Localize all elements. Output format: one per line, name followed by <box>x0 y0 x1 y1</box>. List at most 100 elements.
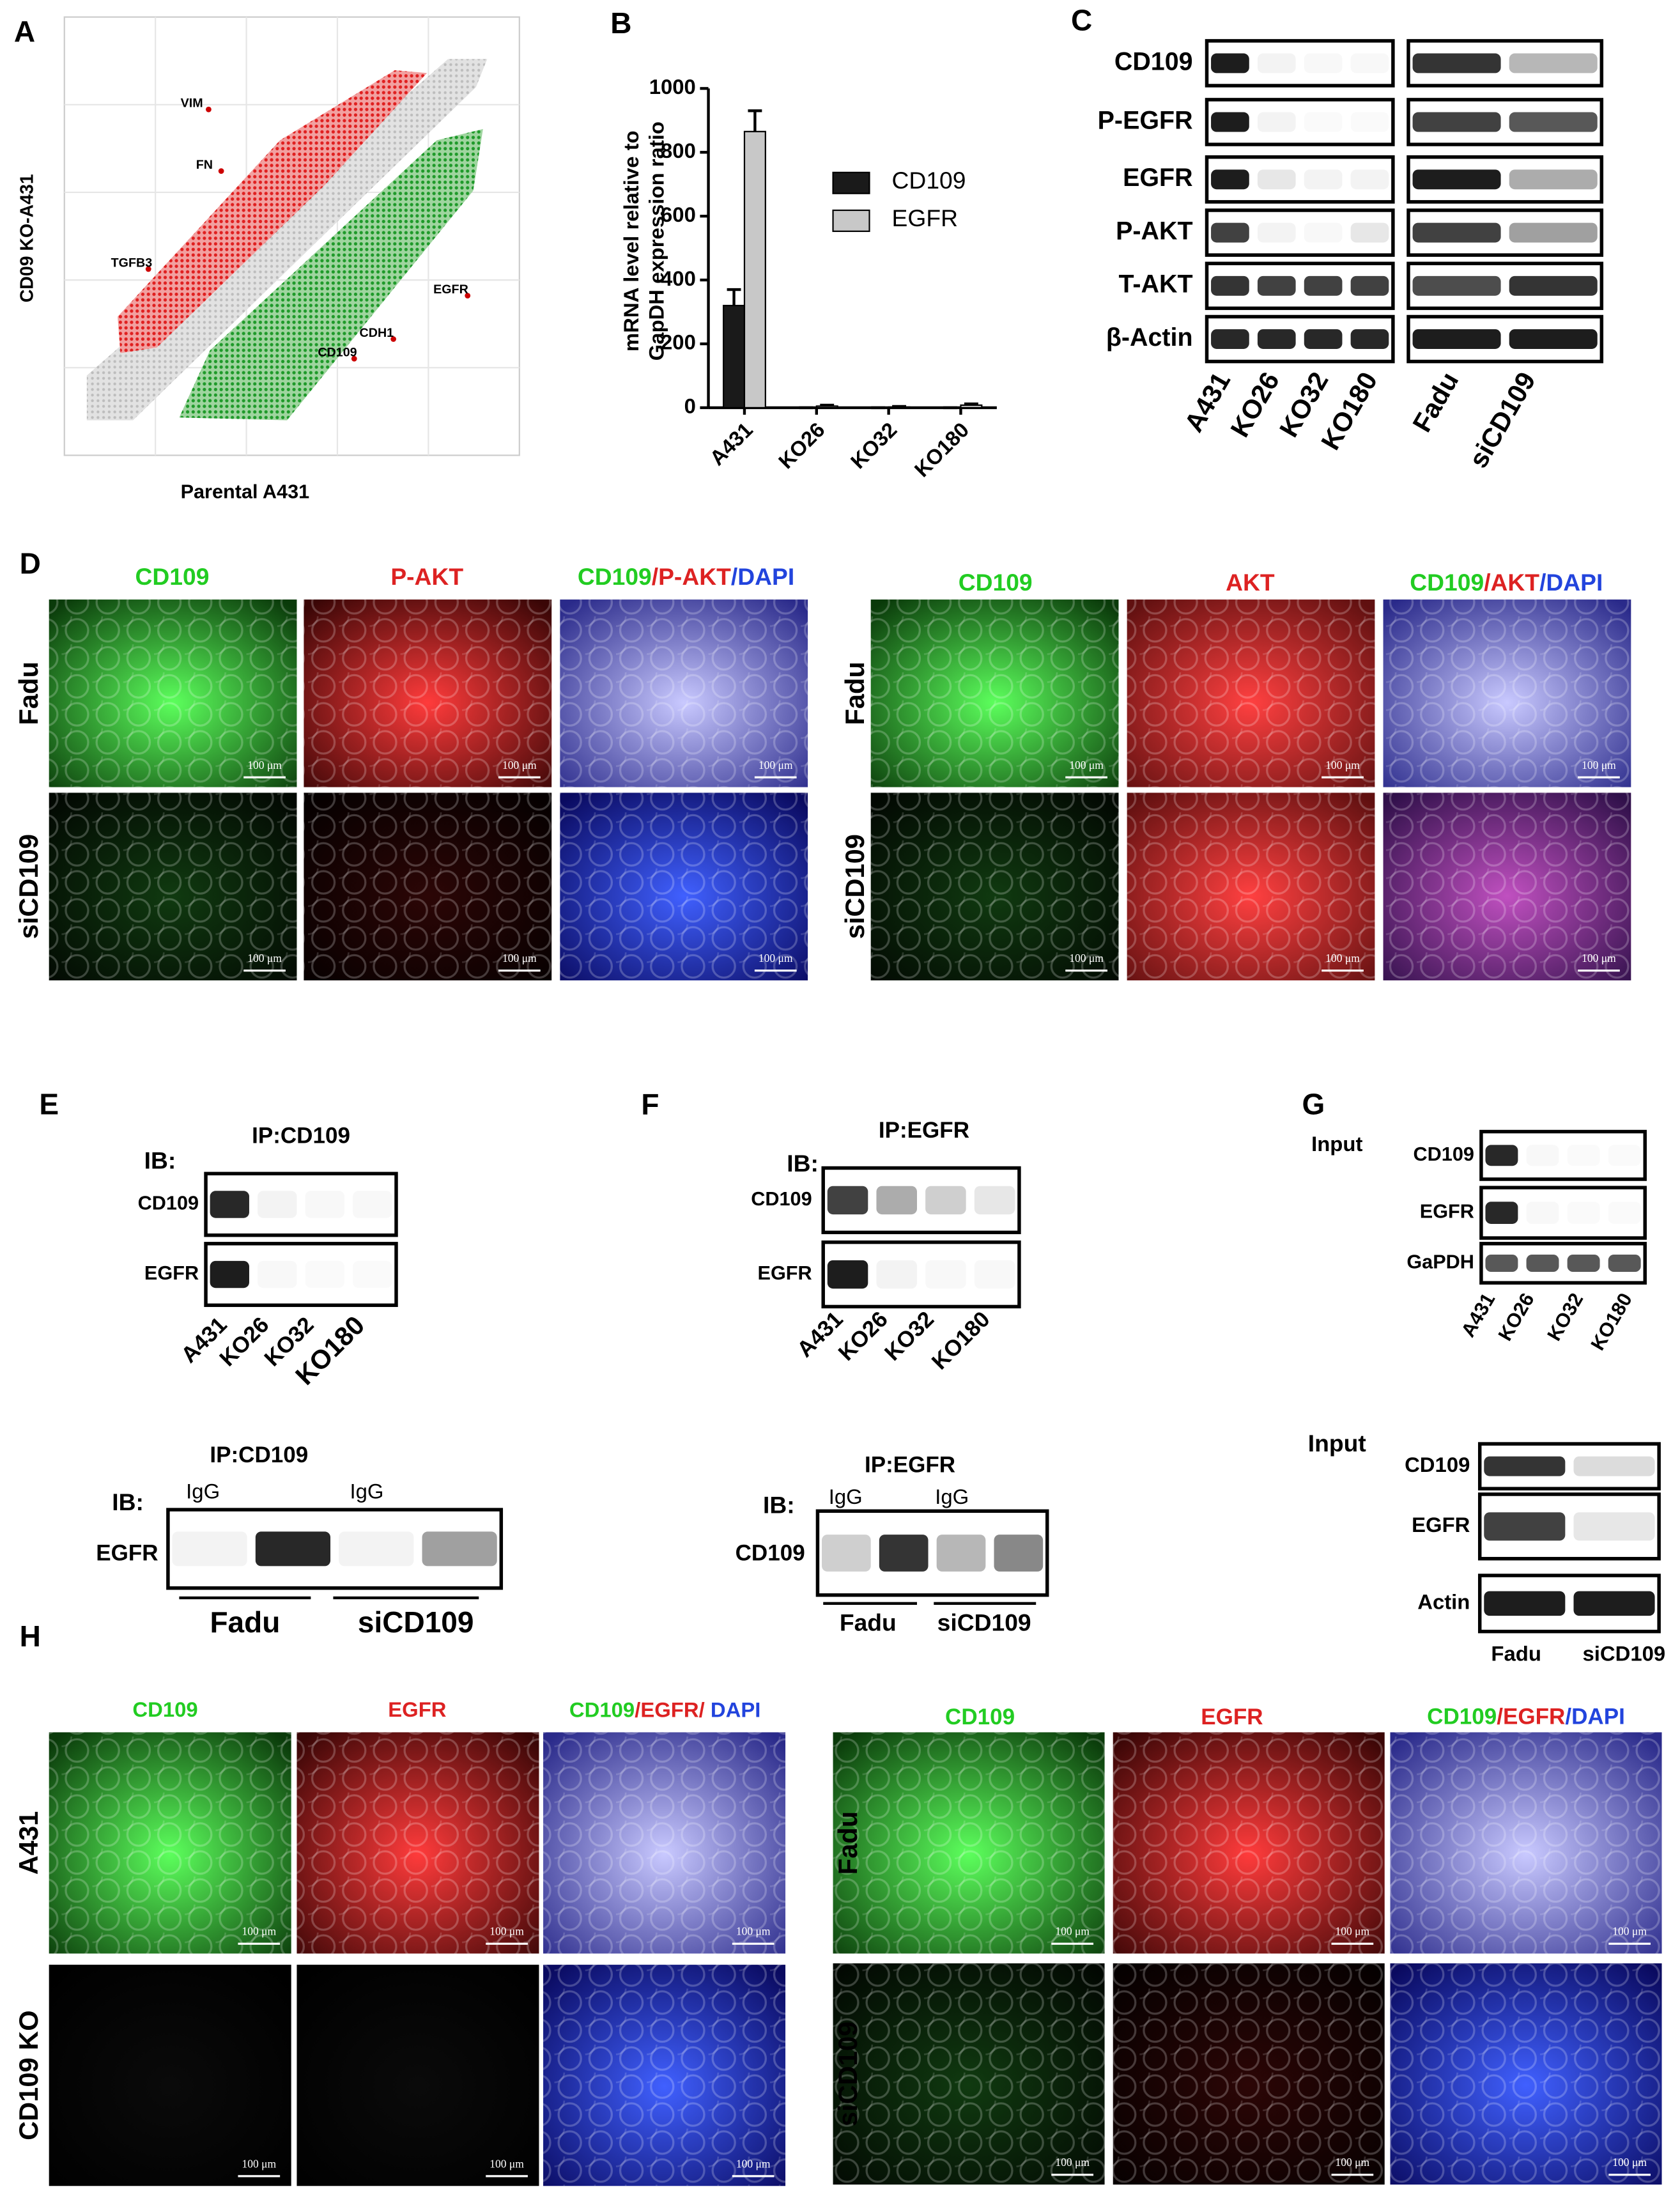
band <box>1257 222 1296 243</box>
band <box>1509 53 1598 73</box>
panel-letter: C <box>1071 4 1092 37</box>
label: IP:EGFR <box>865 1452 955 1477</box>
gene-label: VIM <box>181 97 203 111</box>
x-tick-label: KO26 <box>774 417 829 473</box>
label: CD109 <box>751 1188 812 1210</box>
band <box>1484 1456 1566 1476</box>
band <box>974 1186 1015 1215</box>
cell-texture <box>1390 1963 1662 2185</box>
band <box>172 1531 247 1566</box>
band <box>876 1260 917 1289</box>
band <box>1412 275 1501 296</box>
gene-label: CDH1 <box>360 326 394 340</box>
column-header: EGFR <box>388 1698 447 1721</box>
scale-bar-label: 100 μm <box>1336 2156 1370 2169</box>
column-header: CD109 <box>959 569 1033 596</box>
band <box>1509 169 1598 190</box>
error-bar <box>964 402 978 406</box>
label: IB: <box>144 1147 176 1174</box>
cell-texture <box>1127 793 1375 980</box>
band <box>1527 1202 1559 1224</box>
band <box>1484 1591 1566 1616</box>
gene-label: EGFR <box>433 282 468 297</box>
band <box>1412 222 1501 243</box>
band <box>1608 1255 1641 1272</box>
scale-bar-label: 100 μm <box>1325 759 1360 771</box>
band <box>1509 222 1598 243</box>
lane-label: KO26 <box>833 1306 892 1365</box>
band <box>1257 112 1296 132</box>
band <box>1304 54 1343 73</box>
band <box>1350 169 1389 190</box>
band <box>876 1186 917 1215</box>
band <box>339 1531 414 1566</box>
row-label: CD109 <box>1114 47 1193 75</box>
band <box>1211 222 1249 243</box>
scale-bar-label: 100 μm <box>247 952 282 964</box>
label: IB: <box>112 1489 144 1515</box>
band <box>422 1531 497 1566</box>
band <box>1568 1202 1600 1224</box>
band <box>827 1186 868 1215</box>
cell-texture <box>560 793 808 980</box>
bar <box>743 130 766 408</box>
cell-texture <box>304 599 552 787</box>
gene-dot <box>218 168 224 174</box>
blot <box>166 1508 504 1590</box>
band <box>305 1261 344 1288</box>
x-tick-label: A431 <box>705 417 757 470</box>
lane-label: KO26 <box>1224 367 1285 442</box>
band <box>1304 329 1343 349</box>
blot <box>204 1242 398 1307</box>
column-header: AKT <box>1226 569 1275 596</box>
band <box>1567 1255 1600 1272</box>
band <box>1351 112 1389 132</box>
row-label: A431 <box>13 1811 43 1875</box>
y-tick-label: 200 <box>661 330 696 354</box>
y-tick-label: 1000 <box>649 75 696 98</box>
row-label: Fadu <box>833 1811 863 1875</box>
scatter-gray <box>86 59 488 421</box>
band <box>1211 275 1249 296</box>
scale-bar-label: 100 μm <box>247 759 282 771</box>
cell-texture <box>1113 1963 1385 2185</box>
band <box>827 1260 868 1289</box>
band <box>1304 169 1343 190</box>
band <box>1509 329 1598 349</box>
panel-letter: G <box>1302 1087 1325 1120</box>
blot <box>1205 98 1395 146</box>
band <box>1485 1202 1518 1224</box>
axis-title: Parental A431 <box>181 481 310 503</box>
row-label: siCD109 <box>833 2022 863 2126</box>
legend-label: CD109 <box>892 167 966 194</box>
scatter-green <box>179 128 483 421</box>
bar <box>723 304 746 408</box>
cell-texture <box>1390 1732 1662 1954</box>
column-header: P-AKT <box>390 563 463 590</box>
y-tick-label: 800 <box>661 139 696 162</box>
scale-bar-label: 100 μm <box>1582 952 1616 964</box>
label: IgG <box>350 1479 384 1503</box>
merged-part: DAPI <box>705 1698 761 1721</box>
scale-bar-label: 100 μm <box>1612 1925 1647 1938</box>
legend-swatch <box>832 171 870 194</box>
panel-letter: F <box>641 1087 659 1120</box>
band <box>925 1260 966 1288</box>
band <box>1211 329 1249 349</box>
row-label: CD109 KO <box>13 2010 43 2140</box>
label: IP:CD109 <box>210 1443 308 1467</box>
gene-dot <box>145 266 151 272</box>
scale-bar-label: 100 μm <box>502 759 537 771</box>
merged-part: /EGFR <box>1497 1705 1565 1729</box>
row-label: β-Actin <box>1106 323 1193 352</box>
merged-part: CD109 <box>1410 569 1484 596</box>
label: IgG <box>829 1485 863 1508</box>
scale-bar-label: 100 μm <box>1069 952 1104 964</box>
scale-bar-label: 100 μm <box>736 2157 771 2170</box>
label: IP:EGFR <box>879 1118 969 1143</box>
band <box>822 1535 871 1572</box>
band <box>1350 329 1389 349</box>
band <box>1608 1145 1641 1166</box>
label: IgG <box>935 1485 969 1508</box>
band <box>210 1191 249 1218</box>
